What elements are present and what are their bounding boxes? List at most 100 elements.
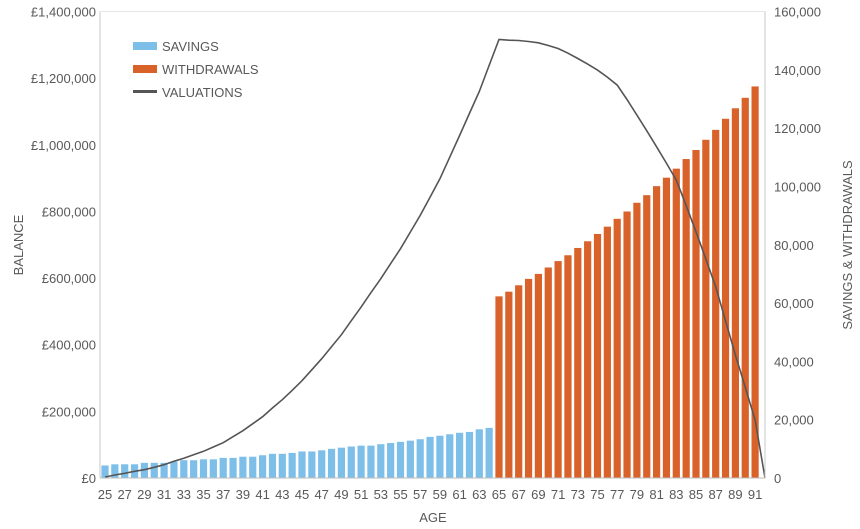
legend-swatch-savings — [133, 42, 157, 50]
savings-bar — [209, 459, 217, 478]
savings-bar — [318, 450, 326, 478]
withdrawals-bar — [712, 129, 720, 478]
x-tick-label: 79 — [630, 487, 644, 502]
withdrawals-bar — [662, 177, 671, 479]
savings-bar — [416, 439, 424, 478]
withdrawals-bar — [554, 261, 562, 478]
x-tick-label: 85 — [689, 487, 703, 502]
savings-bar — [308, 451, 316, 478]
left-tick-label: £0 — [82, 471, 96, 486]
withdrawals-bar — [731, 108, 739, 478]
left-tick-label: £600,000 — [42, 271, 96, 286]
savings-bar — [239, 456, 247, 478]
x-tick-label: 77 — [610, 487, 624, 502]
x-tick-label: 53 — [374, 487, 388, 502]
x-tick-label: 75 — [590, 487, 604, 502]
savings-bar — [485, 427, 493, 478]
withdrawals-bar — [574, 247, 582, 478]
left-tick-label: £1,200,000 — [31, 71, 96, 86]
legend-label-valuations: VALUATIONS — [162, 85, 243, 100]
savings-bar — [190, 460, 198, 478]
left-axis-title: BALANCE — [11, 214, 26, 275]
x-tick-label: 81 — [649, 487, 663, 502]
x-tick-label: 33 — [177, 487, 191, 502]
savings-bar — [268, 453, 277, 478]
x-tick-label: 51 — [354, 487, 368, 502]
x-tick-label: 49 — [334, 487, 348, 502]
savings-bar — [199, 459, 208, 478]
x-tick-label: 27 — [117, 487, 131, 502]
x-tick-label: 89 — [728, 487, 742, 502]
left-tick-label: £1,000,000 — [31, 138, 96, 153]
savings-bar — [298, 451, 306, 478]
x-tick-label: 31 — [157, 487, 171, 502]
right-tick-label: 120,000 — [774, 121, 821, 136]
savings-bar — [396, 441, 405, 478]
withdrawals-bar — [544, 267, 552, 478]
legend-swatch-valuations — [133, 90, 157, 93]
x-tick-label: 47 — [314, 487, 328, 502]
right-tick-label: 140,000 — [774, 63, 821, 78]
savings-bar — [327, 448, 336, 478]
savings-bar — [465, 431, 474, 478]
withdrawals-bar — [593, 233, 602, 478]
withdrawals-bar — [672, 168, 680, 478]
savings-bar — [160, 462, 168, 478]
savings-bar — [367, 445, 375, 478]
savings-bar — [426, 436, 434, 478]
savings-bar — [387, 443, 395, 478]
x-tick-label: 61 — [452, 487, 466, 502]
valuations-line-group — [104, 38, 766, 479]
right-tick-label: 0 — [774, 471, 781, 486]
withdrawals-bar — [702, 139, 710, 478]
legend-swatch-withdrawals — [133, 65, 157, 73]
savings-bar — [406, 440, 414, 478]
savings-bar — [377, 444, 385, 478]
savings-bar — [456, 432, 464, 478]
savings-bar — [357, 445, 365, 478]
withdrawals-bar — [524, 278, 533, 478]
savings-bar — [436, 435, 444, 478]
bars — [101, 86, 759, 479]
x-tick-label: 57 — [413, 487, 427, 502]
x-tick-label: 25 — [98, 487, 112, 502]
x-tick-label: 65 — [492, 487, 506, 502]
withdrawals-bar — [505, 291, 513, 478]
withdrawals-bar — [534, 273, 542, 478]
savings-bar — [446, 434, 454, 478]
savings-bar — [170, 461, 178, 478]
withdrawals-bar — [564, 255, 572, 478]
x-tick-label: 37 — [216, 487, 230, 502]
left-tick-label: £1,400,000 — [31, 5, 96, 20]
x-axis-title: AGE — [419, 510, 447, 525]
right-tick-label: 80,000 — [774, 238, 814, 253]
savings-bar — [111, 464, 119, 478]
right-axis-title: SAVINGS & WITHDRAWALS — [840, 160, 855, 330]
withdrawals-bar — [584, 241, 592, 478]
withdrawals-bar — [633, 202, 641, 478]
x-tick-label: 63 — [472, 487, 486, 502]
withdrawals-bar — [653, 186, 661, 478]
x-tick-label: 29 — [137, 487, 151, 502]
withdrawals-bar — [751, 86, 759, 478]
savings-bar — [229, 457, 237, 478]
legend-label-savings: SAVINGS — [162, 39, 219, 54]
savings-bar — [278, 453, 286, 478]
x-tick-label: 59 — [433, 487, 447, 502]
x-tick-label: 71 — [551, 487, 565, 502]
x-tick-label: 73 — [571, 487, 585, 502]
withdrawals-bar — [495, 296, 503, 478]
legend-label-withdrawals: WITHDRAWALS — [162, 62, 259, 77]
savings-bar — [219, 457, 227, 478]
x-tick-label: 55 — [393, 487, 407, 502]
savings-bar — [101, 465, 109, 478]
savings-bar — [288, 452, 296, 478]
left-tick-label: £400,000 — [42, 338, 96, 353]
right-tick-label: 40,000 — [774, 354, 814, 369]
x-tick-label: 43 — [275, 487, 289, 502]
x-tick-label: 41 — [255, 487, 269, 502]
savings-bar — [249, 456, 257, 478]
x-tick-label: 67 — [511, 487, 525, 502]
withdrawals-bar — [682, 159, 690, 478]
withdrawals-bar — [623, 211, 631, 478]
